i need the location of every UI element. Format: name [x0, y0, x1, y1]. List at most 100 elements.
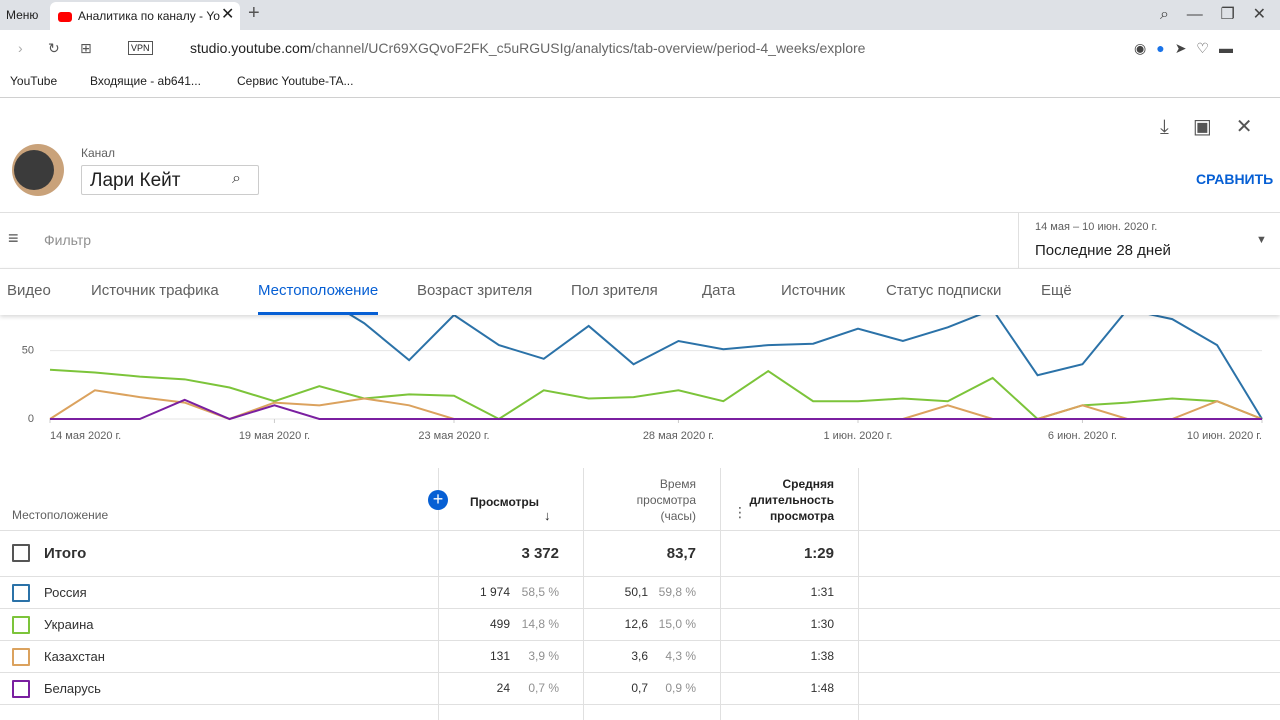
x-tick-label: 10 июн. 2020 г. [1187, 430, 1262, 442]
row-label: Украина [44, 617, 94, 632]
total-value: 3 372 [521, 545, 559, 562]
period[interactable]: Последние 28 дней [1035, 242, 1171, 259]
new-tab[interactable]: + [248, 2, 260, 24]
value: 1 974 [479, 585, 510, 599]
column-divider [583, 468, 584, 720]
chart: 0 50 14 мая 2020 г. 19 мая 2020 г. 23 мая 20… [22, 315, 1263, 442]
column-header: Местоположение [12, 508, 109, 522]
row-divider [0, 640, 1280, 641]
filter-icon[interactable]: ≡ [8, 228, 19, 248]
menu[interactable]: Меню [6, 8, 39, 22]
tab-close[interactable]: ✕ [221, 6, 235, 23]
column-header[interactable]: Просмотры [470, 495, 540, 509]
address-icons[interactable]: ◉●➤♡▬ [1134, 40, 1243, 56]
row-divider [0, 608, 1280, 609]
tab-title: Аналитика по каналу - Yo [78, 9, 220, 23]
add-metric[interactable]: + [428, 490, 448, 510]
bookmark[interactable]: YouTube [10, 74, 58, 88]
row-divider [0, 672, 1280, 673]
tab[interactable]: Местоположение [258, 269, 379, 315]
column-divider [858, 468, 859, 720]
column-divider [720, 468, 721, 720]
column-divider [438, 468, 439, 720]
share: 4,3 % [665, 649, 696, 663]
checkbox[interactable] [12, 648, 30, 666]
x-tick-label: 1 июн. 2020 г. [823, 430, 892, 442]
divider [0, 212, 1280, 213]
bookmark[interactable]: Сервис Youtube-TA... [237, 74, 354, 88]
url[interactable]: studio.youtube.com/channel/UCr69XGQvoF2F… [190, 30, 865, 66]
row-divider [0, 704, 1280, 705]
value: 1:38 [810, 649, 834, 663]
row-label: Казахстан [44, 649, 105, 664]
bookmark[interactable]: Входящие - ab641... [90, 74, 201, 88]
forward[interactable]: › [18, 40, 23, 56]
value: 1:48 [810, 681, 834, 695]
value: 3,6 [631, 649, 648, 663]
speed-dial[interactable]: ⊞ [80, 40, 92, 56]
header-icons[interactable]: ⤓▣✕ [1160, 116, 1277, 138]
tab[interactable]: Источник трафика [91, 282, 219, 299]
total-label: Итого [44, 545, 87, 562]
total-value: 1:29 [803, 545, 834, 562]
dropdown-arrow: ▼ [1256, 234, 1267, 246]
series-line [49, 368, 1263, 421]
tab[interactable]: Статус подписки [886, 282, 1002, 299]
x-tick-label: 6 июн. 2020 г. [1048, 430, 1117, 442]
tab[interactable]: Ещё [1041, 282, 1072, 299]
share: 14,8 % [521, 617, 559, 631]
value: 12,6 [624, 617, 648, 631]
tab[interactable]: Видео [7, 282, 51, 299]
column-header[interactable]: Средняя длительность просмотра [749, 477, 834, 523]
value: 1:31 [810, 585, 834, 599]
tab[interactable]: Пол зрителя [571, 282, 658, 299]
series-line [50, 398, 1262, 421]
row-label: Россия [44, 585, 87, 600]
tab[interactable]: Дата [702, 282, 736, 299]
date-range: 14 мая – 10 июн. 2020 г. [1035, 221, 1158, 233]
tab[interactable]: Возраст зрителя [417, 282, 533, 299]
value: 24 [496, 681, 510, 695]
total-value: 83,7 [666, 545, 696, 562]
share: 0,9 % [665, 681, 696, 695]
y-tick-label: 0 [28, 413, 34, 425]
x-tick-label: 14 мая 2020 г. [50, 430, 121, 442]
row-divider [0, 530, 1280, 531]
x-tick-label: 28 мая 2020 г. [643, 430, 714, 442]
share: 58,5 % [521, 585, 559, 599]
reload[interactable]: ↻ [48, 40, 60, 56]
value: 499 [489, 617, 510, 631]
window-controls[interactable]: ⌕ — ❐ ✕ [1160, 6, 1267, 23]
y-tick-label: 50 [22, 344, 34, 356]
x-tick-label: 19 мая 2020 г. [239, 430, 310, 442]
value: 1:30 [810, 617, 834, 631]
divider [1018, 213, 1019, 268]
share: 3,9 % [528, 649, 559, 663]
filter[interactable]: Фильтр [44, 232, 92, 248]
compare[interactable]: СРАВНИТЬ [1196, 171, 1274, 187]
value: 50,1 [624, 585, 648, 599]
avatar [12, 144, 64, 196]
share: 15,0 % [658, 617, 696, 631]
table: Местоположение + Просмотры ↓ Время просмотра… [0, 468, 1280, 720]
channel-select[interactable]: Лари Кейт ⌕ [81, 165, 259, 195]
channel-name: Лари Кейт [90, 170, 181, 191]
vpn[interactable]: VPN [128, 41, 153, 55]
column-header[interactable]: Время просмотра (часы) [636, 477, 696, 523]
browser-tab[interactable]: Аналитика по каналу - Yo [50, 2, 240, 30]
value: 131 [489, 649, 510, 663]
tab-bar: Меню Аналитика по каналу - Yo ✕ + ⌕ — ❐ … [0, 0, 1280, 30]
address-bar: › ↻ ⊞ VPN studio.youtube.com/channel/UCr… [0, 30, 1280, 66]
checkbox[interactable] [12, 616, 30, 634]
column-menu[interactable]: ⋮ [733, 504, 747, 520]
checkbox[interactable] [12, 584, 30, 602]
url-path: /channel/UCr69XGQvoF2FK_c5uRGUSIg/analyt… [311, 40, 866, 56]
channel-label: Канал [81, 146, 115, 160]
checkbox[interactable] [12, 544, 30, 562]
row-label: Беларусь [44, 681, 101, 696]
tabs: Видео Источник трафика Местоположение Возра… [0, 268, 1280, 315]
tab[interactable]: Источник [781, 282, 846, 299]
checkbox[interactable] [12, 680, 30, 698]
value: 0,7 [631, 681, 648, 695]
